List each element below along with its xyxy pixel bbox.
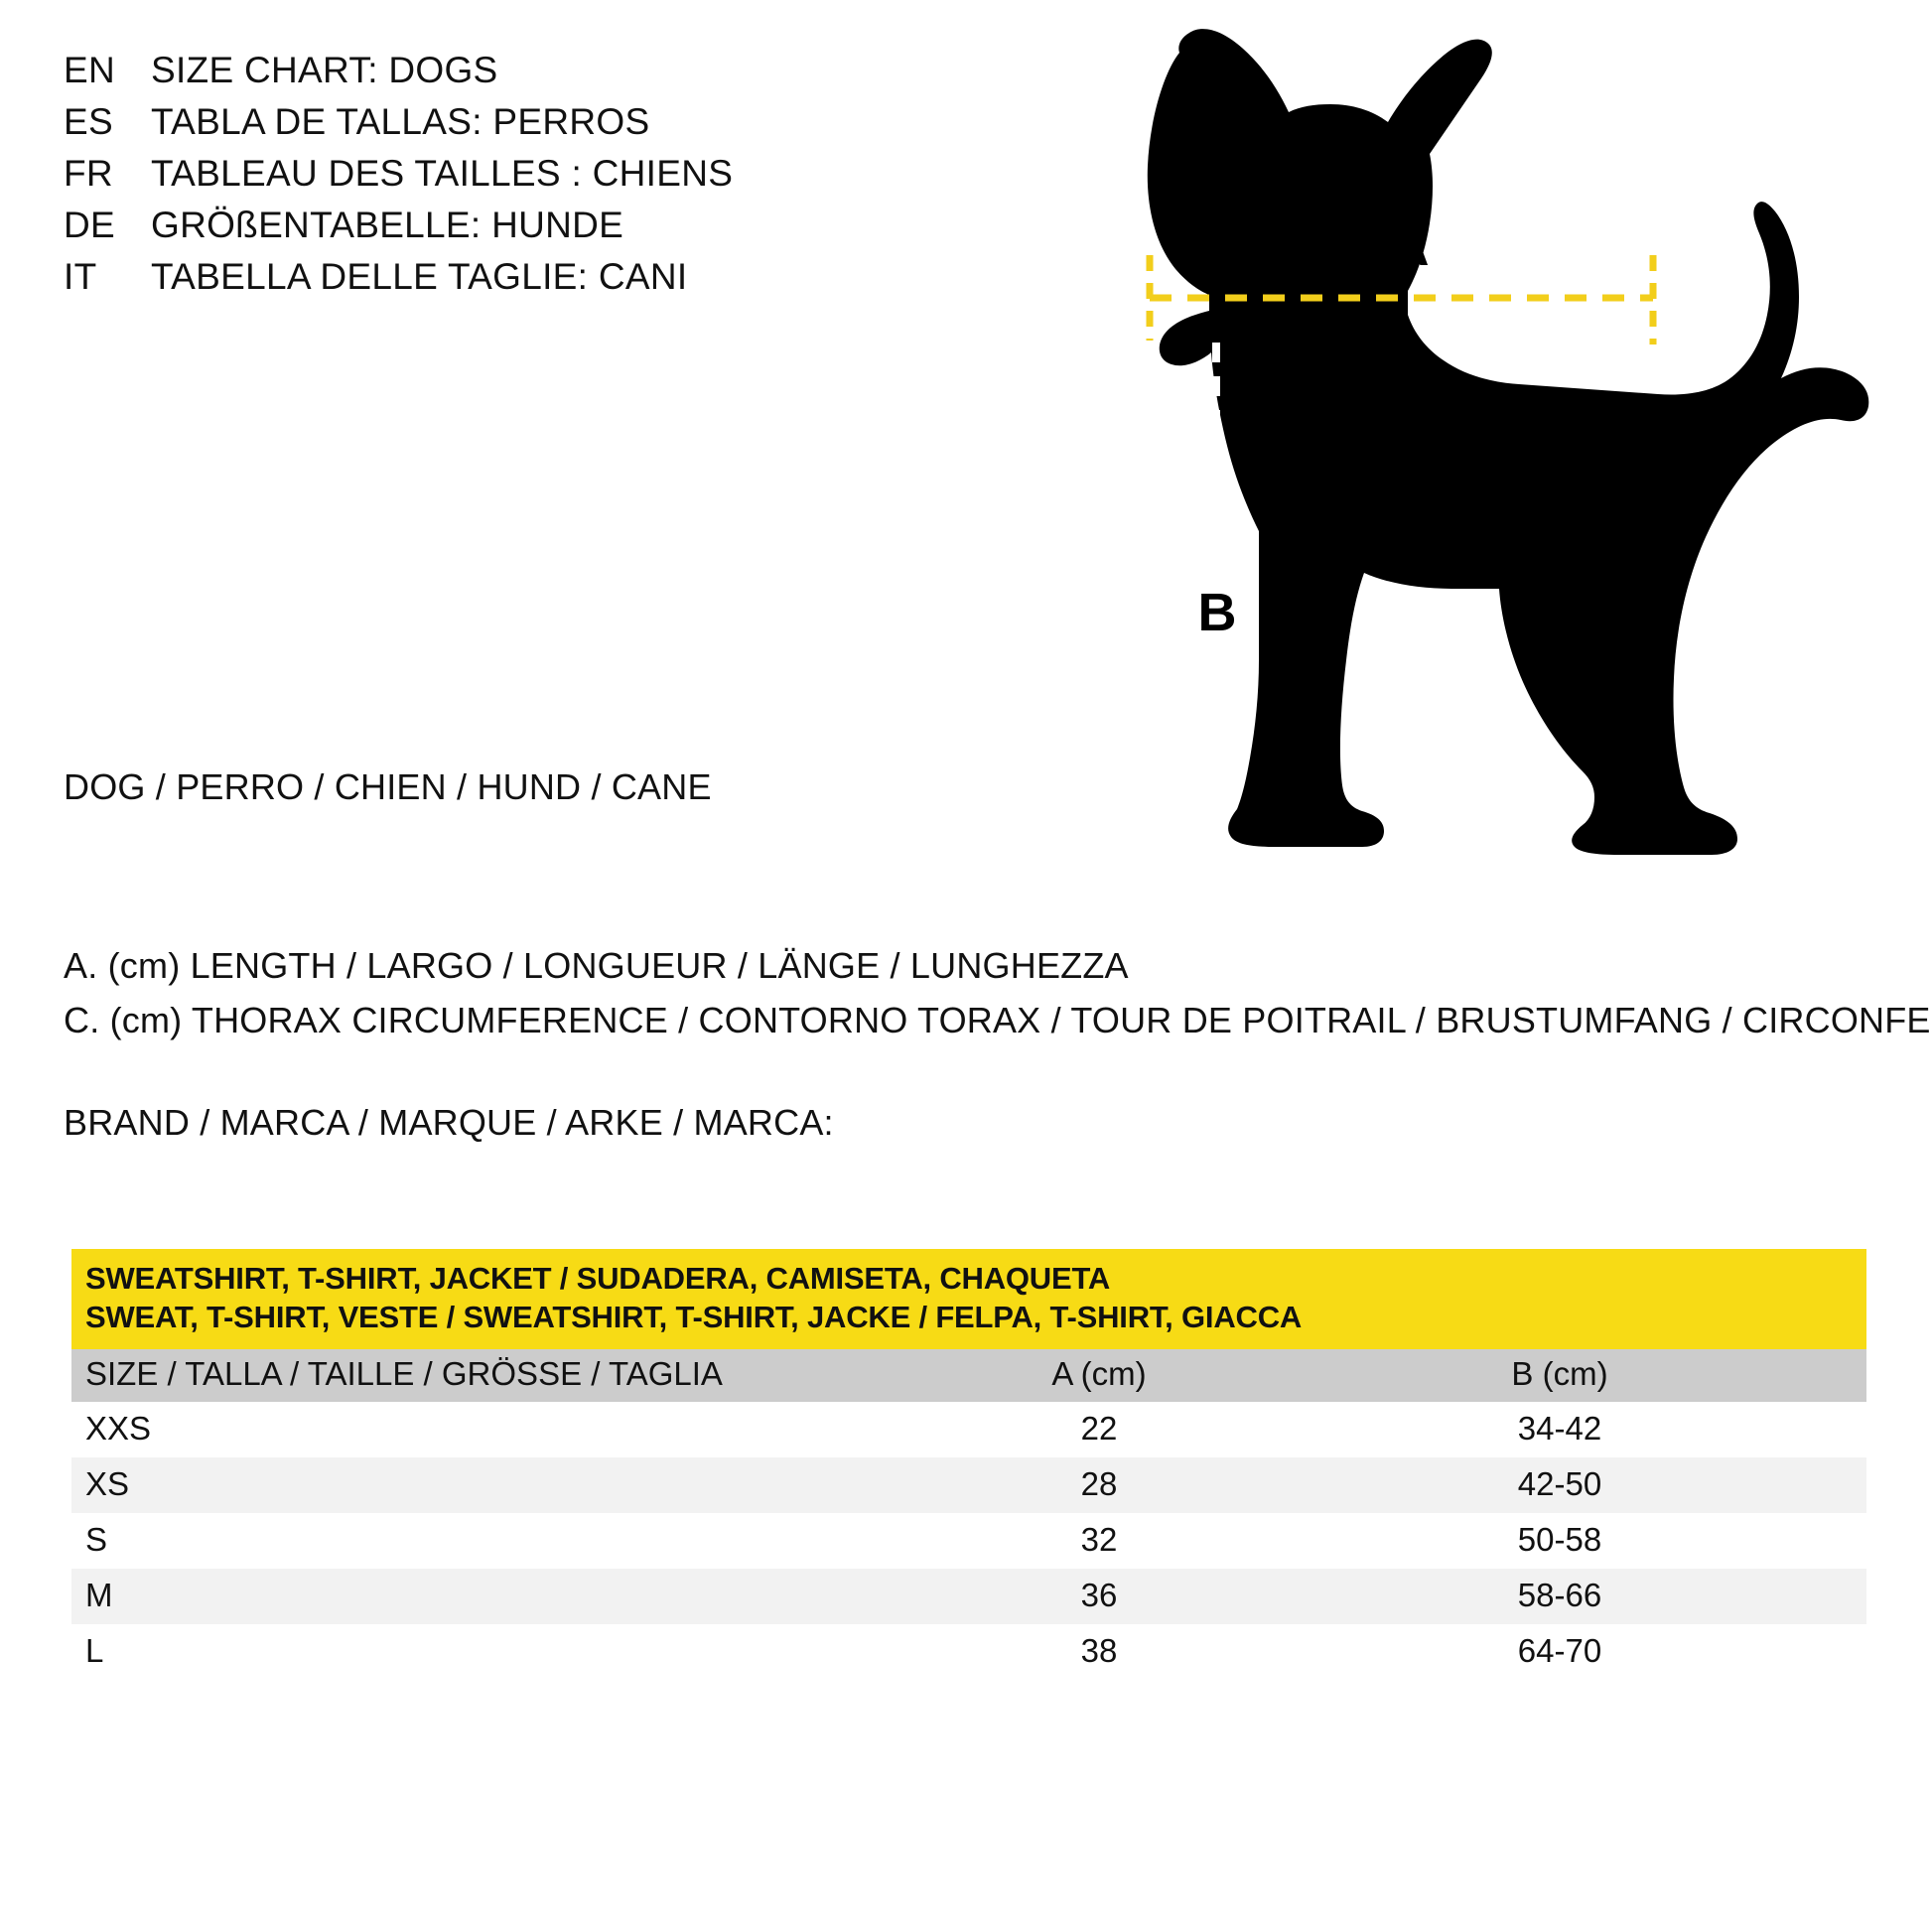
cell-a: 32: [945, 1512, 1253, 1569]
cell-b: 42-50: [1253, 1456, 1866, 1513]
measure-b-label: B: [1198, 583, 1237, 642]
size-table: SWEATSHIRT, T-SHIRT, JACKET / SUDADERA, …: [71, 1249, 1866, 1680]
language-row-it: IT TABELLA DELLE TAGLIE: CANI: [64, 256, 957, 308]
cell-size: L: [71, 1623, 945, 1680]
dog-illustration: A B: [1102, 25, 1906, 859]
language-row-en: EN SIZE CHART: DOGS: [64, 50, 957, 101]
language-row-de: DE GRÖßENTABELLE: HUNDE: [64, 205, 957, 256]
dog-silhouette-icon: [1147, 29, 1869, 855]
measure-a-label: A: [1391, 217, 1430, 277]
table-banner-line-2: SWEAT, T-SHIRT, VESTE / SWEATSHIRT, T-SH…: [85, 1300, 1303, 1335]
cell-b: 34-42: [1253, 1401, 1866, 1457]
column-header-b: B (cm): [1253, 1348, 1866, 1402]
cell-size: M: [71, 1568, 945, 1624]
language-code: ES: [64, 101, 113, 142]
cell-b: 58-66: [1253, 1568, 1866, 1624]
column-header-a: A (cm): [945, 1348, 1253, 1402]
cell-size: S: [71, 1512, 945, 1569]
animal-caption: DOG / PERRO / CHIEN / HUND / CANE: [64, 766, 712, 807]
table-banner: SWEATSHIRT, T-SHIRT, JACKET / SUDADERA, …: [71, 1249, 1866, 1349]
language-title: TABLEAU DES TAILLES : CHIENS: [151, 153, 734, 194]
cell-a: 22: [945, 1401, 1253, 1457]
table-row: L 38 64-70: [71, 1623, 1866, 1680]
language-title-list: EN SIZE CHART: DOGS ES TABLA DE TALLAS: …: [64, 50, 957, 308]
language-code: FR: [64, 153, 113, 194]
table-row: M 36 58-66: [71, 1568, 1866, 1624]
cell-a: 28: [945, 1456, 1253, 1513]
brand-caption: BRAND / MARCA / MARQUE / ARKE / MARCA:: [64, 1102, 834, 1143]
cell-a: 36: [945, 1568, 1253, 1624]
table-row: XS 28 42-50: [71, 1456, 1866, 1513]
cell-b: 50-58: [1253, 1512, 1866, 1569]
language-title: TABELLA DELLE TAGLIE: CANI: [151, 256, 688, 297]
language-row-es: ES TABLA DE TALLAS: PERROS: [64, 101, 957, 153]
table-header-row: SIZE / TALLA / TAILLE / GRÖSSE / TAGLIA …: [71, 1348, 1866, 1402]
language-code: DE: [64, 205, 115, 245]
column-header-size: SIZE / TALLA / TAILLE / GRÖSSE / TAGLIA: [71, 1348, 945, 1402]
language-code: IT: [64, 256, 97, 297]
measure-a-caption: A. (cm) LENGTH / LARGO / LONGUEUR / LÄNG…: [64, 945, 1129, 986]
table-banner-line-1: SWEATSHIRT, T-SHIRT, JACKET / SUDADERA, …: [85, 1261, 1111, 1296]
cell-size: XS: [71, 1456, 945, 1513]
language-row-fr: FR TABLEAU DES TAILLES : CHIENS: [64, 153, 957, 205]
cell-size: XXS: [71, 1401, 945, 1457]
size-measurements-table: SIZE / TALLA / TAILLE / GRÖSSE / TAGLIA …: [71, 1348, 1866, 1680]
language-title: GRÖßENTABELLE: HUNDE: [151, 205, 624, 245]
cell-b: 64-70: [1253, 1623, 1866, 1680]
measure-a-marker: [1146, 255, 1657, 345]
language-code: EN: [64, 50, 115, 90]
measure-c-caption: C. (cm) THORAX CIRCUMFERENCE / CONTORNO …: [64, 1000, 1932, 1040]
language-title: TABLA DE TALLAS: PERROS: [151, 101, 650, 142]
table-row: XXS 22 34-42: [71, 1401, 1866, 1457]
table-row: S 32 50-58: [71, 1512, 1866, 1569]
cell-a: 38: [945, 1623, 1253, 1680]
language-title: SIZE CHART: DOGS: [151, 50, 498, 90]
